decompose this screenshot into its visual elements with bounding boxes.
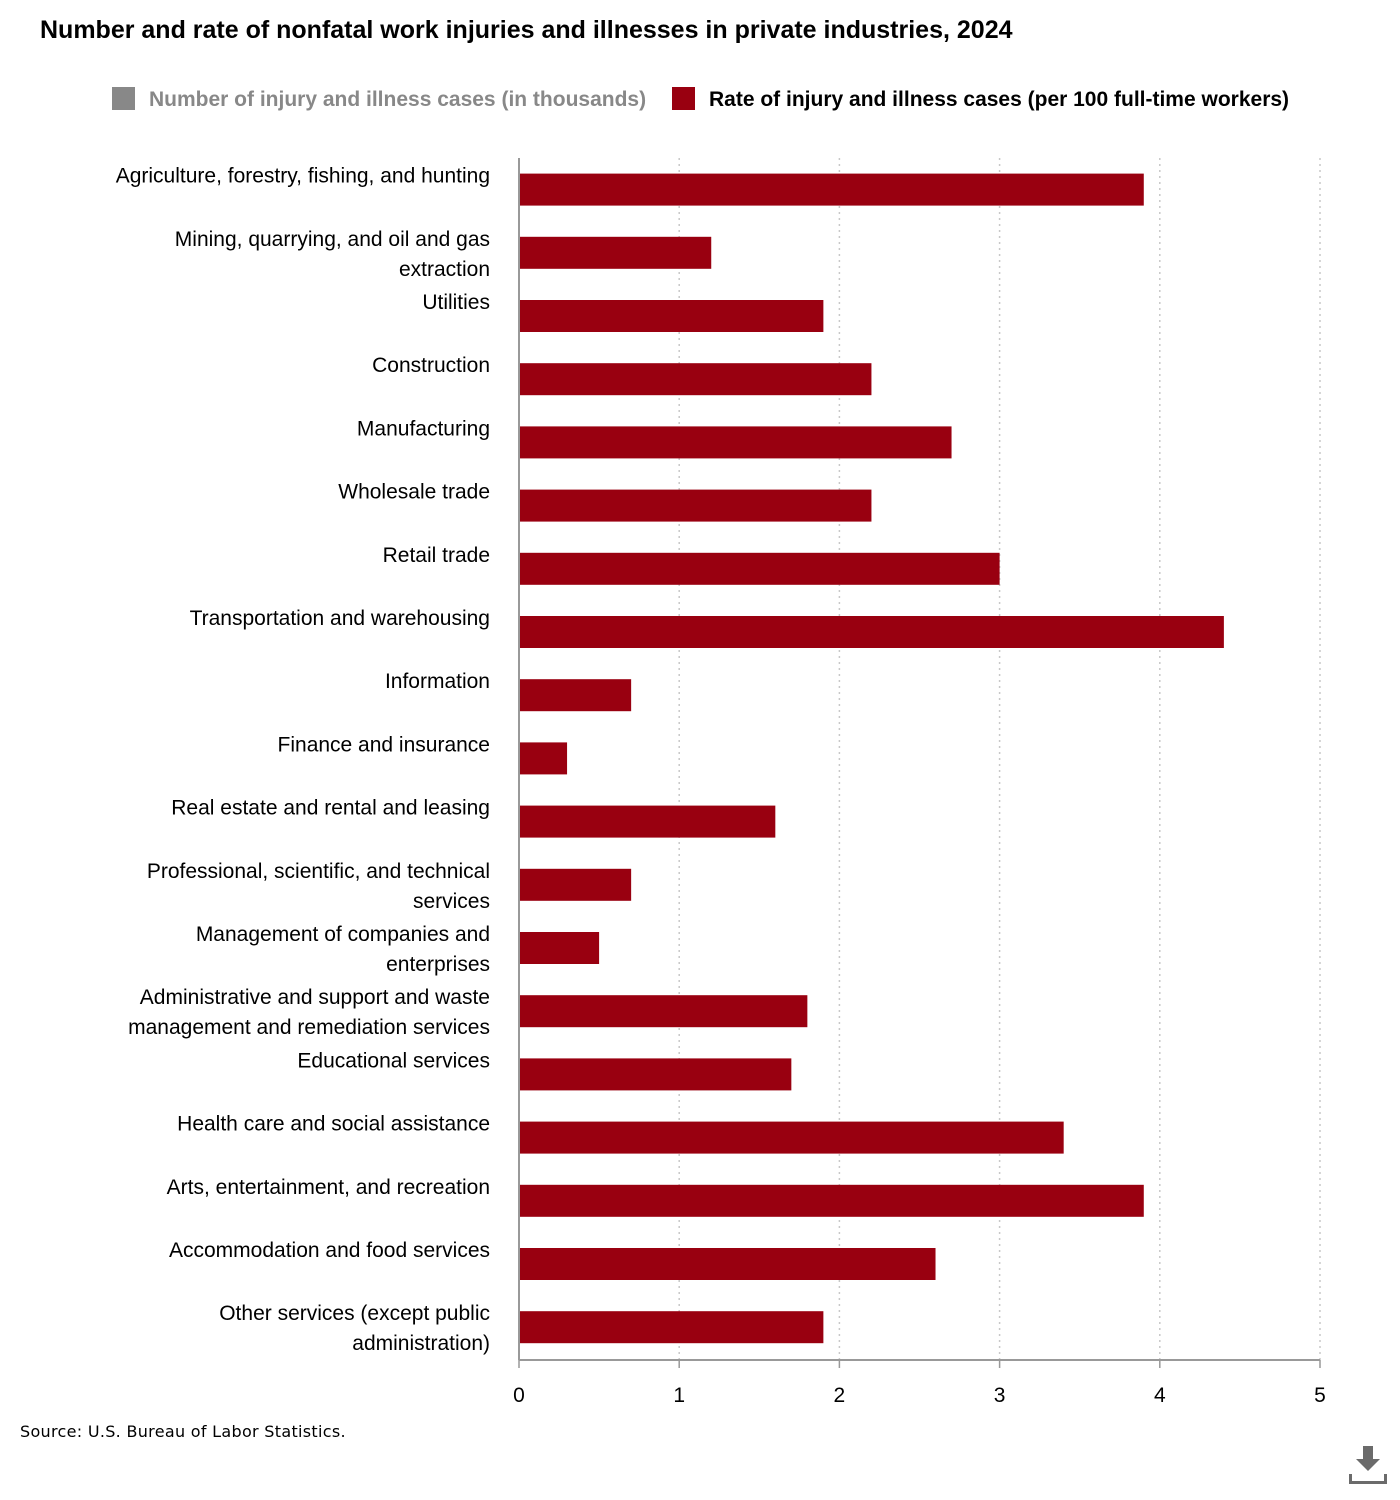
x-tick-label: 3 (994, 1384, 1006, 1407)
bar (519, 173, 1144, 206)
bar (519, 742, 568, 775)
category-label: Transportation and warehousing (190, 607, 490, 630)
category-label: Professional, scientific, and technical s… (147, 860, 490, 913)
bar (519, 552, 1000, 585)
category-label: Real estate and rental and leasing (171, 797, 490, 820)
category-label: Educational services (297, 1049, 490, 1072)
category-label: Accommodation and food services (169, 1239, 490, 1262)
x-tick-label: 4 (1154, 1384, 1166, 1407)
category-label: Utilities (422, 291, 490, 314)
x-tick-label: 2 (834, 1384, 846, 1407)
x-tick-label: 0 (513, 1384, 525, 1407)
x-tick-label: 5 (1314, 1384, 1326, 1407)
category-label: Administrative and support and waste mana… (128, 986, 490, 1039)
bar (519, 868, 632, 901)
category-label: Construction (372, 354, 490, 377)
bar (519, 363, 872, 396)
legend-swatch-rate-of-cases (672, 87, 695, 110)
bar-chart: 0 1 2 3 4 5 Agriculture, forestry, fishing, an… (116, 158, 1326, 1407)
bar (519, 300, 824, 332)
bar (519, 236, 712, 269)
category-label: Wholesale trade (338, 481, 490, 504)
bar (519, 995, 808, 1028)
bar (519, 426, 952, 459)
category-label: Management of companies and enterprises (196, 923, 490, 976)
chart-title: Number and rate of nonfatal work injurie… (40, 16, 1013, 44)
source-note: Source: U.S. Bureau of Labor Statistics. (20, 1422, 346, 1441)
bar (519, 616, 1224, 648)
bar (519, 1311, 824, 1344)
category-label: Other services (except public administrat… (219, 1302, 490, 1355)
x-tick-label: 1 (673, 1384, 685, 1407)
category-label: Retail trade (383, 544, 490, 567)
bar (519, 805, 776, 838)
download-button[interactable] (1346, 1440, 1390, 1488)
bar (519, 1184, 1144, 1217)
category-label: Information (385, 670, 490, 693)
bar (519, 1248, 936, 1280)
legend-label-rate-of-cases: Rate of injury and illness cases (per 10… (709, 88, 1290, 111)
bar (519, 932, 600, 964)
category-label: Finance and insurance (278, 733, 490, 756)
category-label: Manufacturing (357, 417, 490, 440)
bar (519, 489, 872, 522)
category-label: Mining, quarrying, and oil and gas extrac… (175, 228, 490, 281)
category-label: Arts, entertainment, and recreation (167, 1176, 490, 1199)
download-icon (1349, 1446, 1387, 1484)
bar (519, 1058, 792, 1091)
category-label: Agriculture, forestry, fishing, and hunt… (116, 165, 490, 188)
bar (519, 1121, 1064, 1154)
category-label: Health care and social assistance (177, 1113, 490, 1136)
legend-label-number-of-cases: Number of injury and illness cases (in t… (149, 88, 647, 111)
bar (519, 679, 632, 712)
legend-swatch-number-of-cases (112, 87, 135, 110)
